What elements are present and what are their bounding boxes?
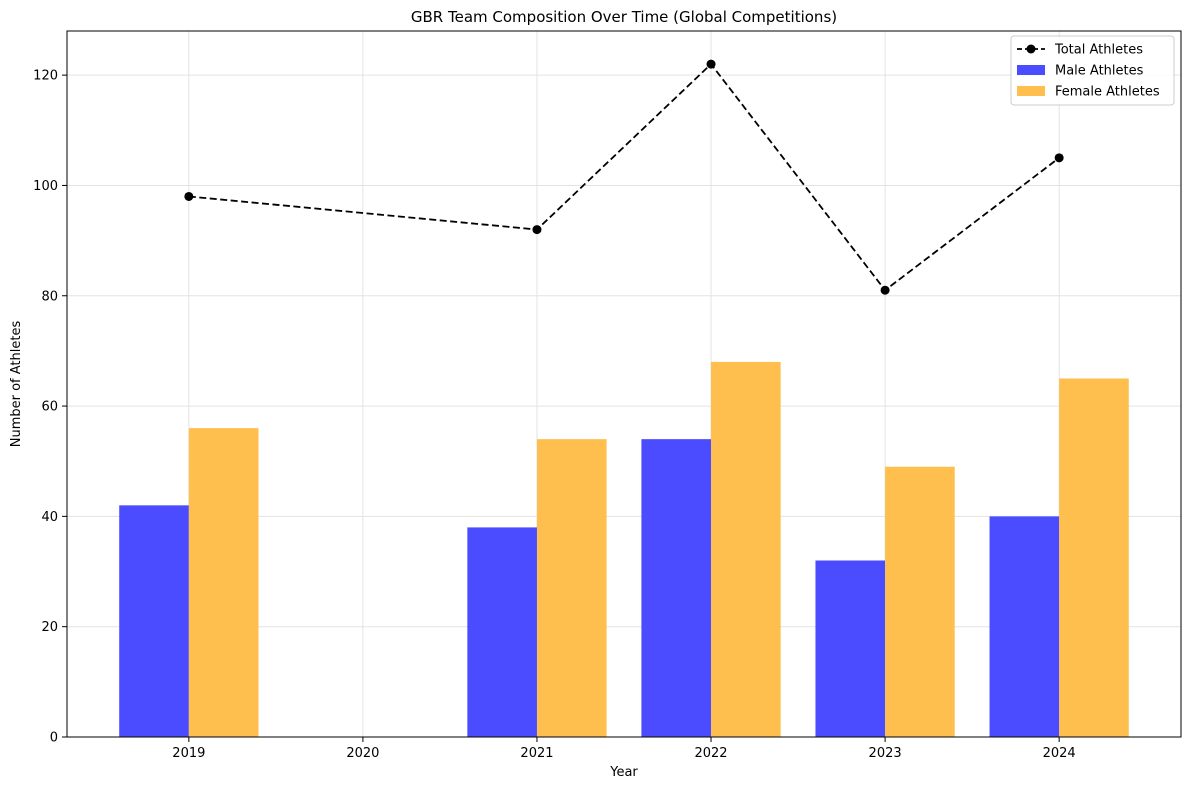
bar-male-athletes — [641, 439, 712, 737]
total-athletes-point — [706, 59, 716, 69]
bar-male-athletes — [467, 527, 537, 737]
total-athletes-point — [184, 191, 194, 201]
y-tick-label: 80 — [41, 289, 58, 304]
x-tick-label: 2020 — [346, 746, 379, 761]
y-tick-label: 0 — [50, 731, 58, 746]
y-tick-label: 40 — [41, 510, 58, 525]
bar-female-athletes — [536, 439, 607, 737]
x-axis-title: Year — [609, 765, 638, 780]
legend-swatch-bar — [1017, 65, 1045, 75]
x-tick-label: 2022 — [694, 746, 727, 761]
total-athletes-point — [1054, 153, 1064, 163]
legend-label: Male Athletes — [1055, 64, 1144, 79]
bar-female-athletes — [188, 428, 259, 737]
total-athletes-point — [532, 225, 542, 235]
total-athletes-point — [880, 285, 890, 295]
x-tick-label: 2023 — [869, 746, 902, 761]
bar-female-athletes — [885, 466, 955, 737]
bar-female-athletes — [711, 361, 781, 737]
legend-label: Female Athletes — [1055, 85, 1160, 100]
chart-title: GBR Team Composition Over Time (Global C… — [411, 8, 837, 26]
y-tick-label: 120 — [33, 69, 58, 84]
y-tick-label: 60 — [41, 400, 58, 415]
bars-layer — [119, 361, 1129, 737]
plot-frame — [66, 30, 1182, 738]
x-tick-label: 2024 — [1043, 746, 1076, 761]
bar-male-athletes — [989, 516, 1060, 737]
line-layer — [184, 59, 1064, 295]
legend-swatch-marker — [1026, 44, 1036, 54]
legend-swatch-bar — [1017, 86, 1045, 96]
y-tick-label: 20 — [41, 620, 58, 635]
total-athletes-line — [188, 62, 1060, 292]
legend: Total Athletes Male Athletes Female Athlet… — [1010, 35, 1175, 106]
legend-box — [1010, 35, 1175, 106]
bar-female-athletes — [1059, 378, 1129, 737]
bar-male-athletes — [119, 505, 189, 737]
x-tick-label: 2021 — [520, 746, 553, 761]
ticks-layer: 0 20 40 60 80 100 120 2019 2020 2021 2022 2023 2024 — [33, 69, 1076, 761]
y-axis-title: Number of Athletes — [9, 321, 24, 448]
bar-male-athletes — [815, 560, 886, 737]
y-tick-label: 100 — [33, 179, 58, 194]
legend-label: Total Athletes — [1054, 43, 1143, 58]
x-tick-label: 2019 — [172, 746, 205, 761]
